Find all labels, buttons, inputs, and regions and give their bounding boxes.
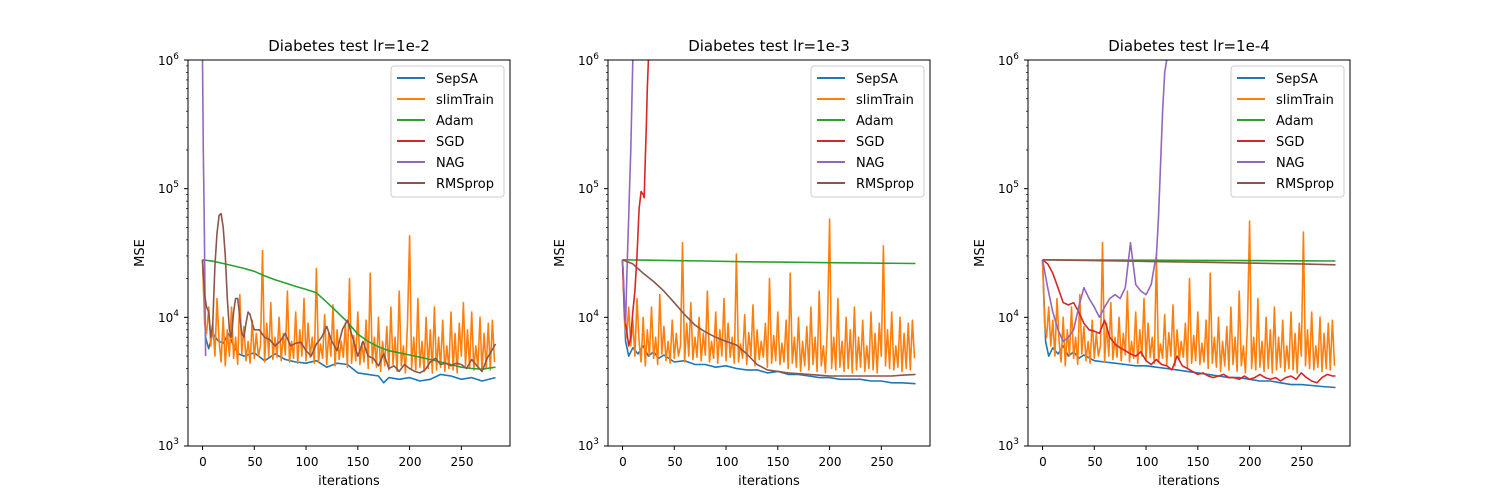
x-tick-label: 50 xyxy=(1087,455,1102,469)
legend-label: slimTrain xyxy=(436,93,494,108)
y-tick-label: 106 xyxy=(578,52,599,68)
legend: SepSA slimTrain Adam SGD NAG RMSprop xyxy=(391,66,504,197)
y-tick-label: 104 xyxy=(158,309,179,325)
x-axis-label: iterations xyxy=(738,474,800,489)
x-tick-label: 50 xyxy=(667,455,682,469)
legend-label: SGD xyxy=(856,135,884,150)
legend-label: SGD xyxy=(1276,135,1304,150)
x-tick-label: 200 xyxy=(1239,455,1262,469)
x-ticks: 0 50 100 150 200 250 xyxy=(619,455,893,469)
chart-title: Diabetes test lr=1e-3 xyxy=(688,37,850,55)
series-line-slimtrain xyxy=(1043,221,1335,373)
x-tick-label: 50 xyxy=(247,455,262,469)
x-tick-label: 150 xyxy=(767,455,790,469)
x-ticks: 0 50 100 150 200 250 xyxy=(1039,455,1313,469)
x-tick-label: 0 xyxy=(199,455,207,469)
y-ticks: 103 104 105 106 xyxy=(158,52,179,453)
x-tick-label: 0 xyxy=(619,455,627,469)
series-line-nag xyxy=(623,60,633,323)
legend-label: NAG xyxy=(856,156,884,171)
x-tick-label: 200 xyxy=(399,455,422,469)
series-line-slimtrain xyxy=(203,236,495,373)
legend-label: NAG xyxy=(436,156,464,171)
y-axis-label: MSE xyxy=(553,239,568,267)
series-line-slimtrain xyxy=(623,219,915,373)
legend-label: SGD xyxy=(436,135,464,150)
x-tick-label: 100 xyxy=(1136,455,1159,469)
legend-label: Adam xyxy=(856,114,894,129)
chart-panel-1: Diabetes test lr=1e-2 103 104 105 106 0 … xyxy=(133,37,510,489)
x-tick-label: 0 xyxy=(1039,455,1047,469)
legend-label: SepSA xyxy=(436,72,478,87)
figure: Diabetes test lr=1e-2 103 104 105 106 0 … xyxy=(0,0,1500,500)
x-ticks: 0 50 100 150 200 250 xyxy=(199,455,473,469)
legend-label: RMSprop xyxy=(1276,177,1334,192)
chart-panel-2: Diabetes test lr=1e-3 103 104 105 106 0 … xyxy=(553,37,930,489)
x-tick-label: 250 xyxy=(1291,455,1314,469)
x-tick-label: 150 xyxy=(1187,455,1210,469)
y-tick-label: 103 xyxy=(158,437,179,453)
legend-label: RMSprop xyxy=(436,177,494,192)
x-axis-label: iterations xyxy=(1158,474,1220,489)
x-tick-label: 250 xyxy=(451,455,474,469)
y-axis-label: MSE xyxy=(973,239,988,267)
y-tick-label: 106 xyxy=(998,52,1019,68)
y-tick-label: 105 xyxy=(158,180,179,196)
y-tick-label: 104 xyxy=(578,309,599,325)
legend-label: RMSprop xyxy=(856,177,914,192)
y-tick-label: 104 xyxy=(998,309,1019,325)
legend-label: Adam xyxy=(436,114,474,129)
x-tick-label: 250 xyxy=(871,455,894,469)
x-tick-label: 100 xyxy=(716,455,739,469)
y-ticks: 103 104 105 106 xyxy=(578,52,599,453)
chart-panel-3: Diabetes test lr=1e-4 103 104 105 106 0 … xyxy=(973,37,1350,489)
legend-label: slimTrain xyxy=(856,93,914,108)
series-line-adam xyxy=(623,260,916,264)
y-axis-label: MSE xyxy=(133,239,148,267)
legend-label: NAG xyxy=(1276,156,1304,171)
chart-title: Diabetes test lr=1e-4 xyxy=(1108,37,1270,55)
y-tick-label: 103 xyxy=(578,437,599,453)
x-axis-label: iterations xyxy=(318,474,380,489)
x-tick-label: 150 xyxy=(347,455,370,469)
legend-label: SepSA xyxy=(856,72,898,87)
y-tick-label: 106 xyxy=(158,52,179,68)
y-tick-label: 105 xyxy=(998,180,1019,196)
y-tick-label: 103 xyxy=(998,437,1019,453)
legend-label: slimTrain xyxy=(1276,93,1334,108)
legend: SepSA slimTrain Adam SGD NAG RMSprop xyxy=(811,66,924,197)
x-tick-label: 100 xyxy=(296,455,319,469)
legend: SepSA slimTrain Adam SGD NAG RMSprop xyxy=(1231,66,1344,197)
x-tick-label: 200 xyxy=(819,455,842,469)
y-ticks: 103 104 105 106 xyxy=(998,52,1019,453)
chart-title: Diabetes test lr=1e-2 xyxy=(268,37,430,55)
series-line-nag xyxy=(1043,60,1167,341)
legend-label: Adam xyxy=(1276,114,1314,129)
y-tick-label: 105 xyxy=(578,180,599,196)
legend-label: SepSA xyxy=(1276,72,1318,87)
